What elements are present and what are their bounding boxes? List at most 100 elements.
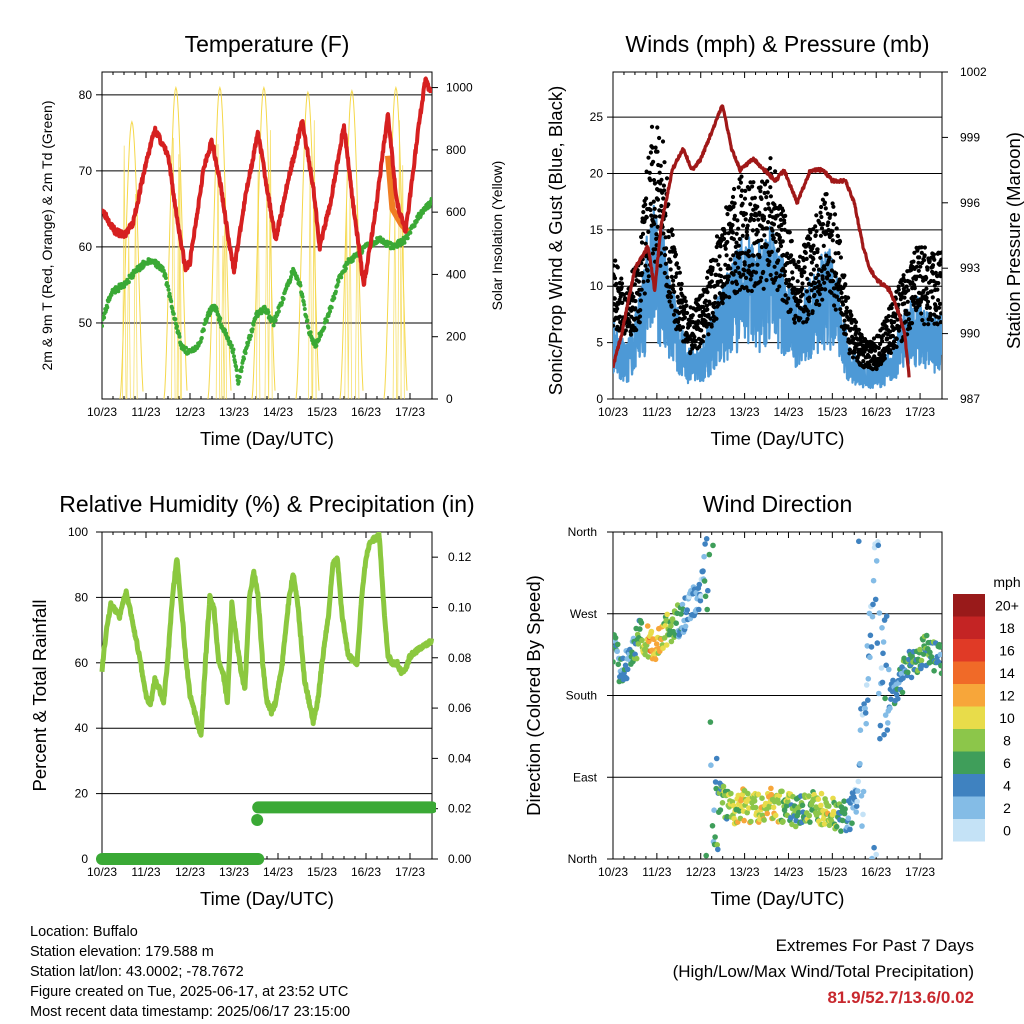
- y-tick-label: 80: [79, 88, 93, 102]
- direction-point: [879, 679, 886, 686]
- direction-point: [876, 610, 883, 616]
- y-tick-label: 0: [81, 852, 88, 866]
- legend-swatch: [953, 706, 985, 729]
- direction-point: [905, 669, 911, 676]
- extremes-box: Extremes For Past 7 Days (High/Low/Max W…: [673, 933, 974, 1011]
- direction-point: [865, 697, 871, 703]
- direction-point: [770, 804, 777, 811]
- direction-point: [931, 668, 937, 674]
- direction-point: [697, 597, 704, 604]
- direction-point: [863, 720, 869, 727]
- direction-point: [706, 551, 713, 558]
- direction-point: [888, 696, 894, 702]
- x-axis-label: Time (Day/UTC): [200, 888, 334, 909]
- direction-point: [861, 701, 867, 707]
- x-tick-label: 14/23: [773, 405, 803, 419]
- humidity-precip-panel: 10/23 11/23 12/23 13/23 14/23 15/23 16/23 17/23…: [29, 491, 475, 909]
- direction-point: [623, 675, 630, 682]
- direction-point: [643, 647, 649, 653]
- direction-point: [883, 613, 890, 619]
- direction-point: [776, 800, 782, 806]
- direction-point: [863, 682, 870, 688]
- y2-tick-label: 800: [446, 143, 466, 157]
- direction-point: [849, 820, 855, 826]
- legend-label: 10: [999, 710, 1015, 726]
- direction-point: [761, 817, 767, 823]
- y2-tick-label: 0.04: [448, 751, 472, 765]
- chart-title: Relative Humidity (%) & Precipitation (i…: [59, 491, 474, 517]
- direction-point: [682, 623, 689, 630]
- y-tick-label: North: [568, 525, 597, 539]
- direction-point: [855, 778, 862, 785]
- direction-point: [702, 541, 708, 547]
- direction-point: [668, 623, 674, 629]
- direction-point: [709, 823, 716, 829]
- direction-point: [878, 665, 885, 671]
- y-tick-label: 40: [75, 721, 89, 735]
- direction-point: [873, 558, 880, 564]
- direction-point: [704, 606, 710, 613]
- direction-point: [783, 803, 790, 809]
- direction-point: [613, 659, 616, 665]
- direction-point: [867, 632, 874, 639]
- direction-point: [920, 651, 927, 657]
- direction-point: [648, 628, 655, 635]
- direction-point: [711, 807, 717, 813]
- direction-point: [799, 802, 806, 809]
- y2-tick-label: 1000: [446, 81, 473, 95]
- direction-point: [720, 783, 727, 790]
- direction-point: [717, 807, 724, 813]
- direction-point: [856, 538, 862, 545]
- direction-point: [917, 646, 923, 653]
- direction-point: [646, 638, 652, 645]
- direction-point: [653, 641, 660, 647]
- direction-point: [838, 828, 844, 834]
- direction-point: [741, 817, 747, 824]
- direction-point: [620, 655, 626, 662]
- direction-point: [785, 798, 791, 805]
- direction-point: [714, 842, 720, 848]
- pressure-line: [613, 104, 911, 378]
- direction-point: [855, 788, 861, 794]
- y-tick-label: 60: [75, 656, 89, 670]
- chart-title: Temperature (F): [185, 31, 350, 57]
- direction-point: [818, 802, 824, 809]
- relative-humidity-line: [99, 532, 435, 738]
- y-tick-label: 15: [590, 223, 604, 237]
- extremes-subtitle: (High/Low/Max Wind/Total Precipitation): [672, 962, 974, 981]
- direction-point: [635, 641, 642, 647]
- direction-point: [746, 805, 752, 811]
- y2-tick-label: 0: [446, 392, 453, 406]
- x-tick-label: 17/23: [905, 865, 935, 879]
- direction-point: [882, 712, 889, 718]
- direction-point: [872, 596, 879, 603]
- direction-point: [715, 846, 721, 853]
- direction-point: [712, 834, 718, 840]
- direction-point: [826, 803, 832, 809]
- direction-point: [876, 690, 882, 697]
- direction-point: [755, 791, 762, 798]
- direction-point: [884, 727, 891, 733]
- direction-point: [759, 795, 765, 801]
- legend-label: 16: [999, 642, 1015, 658]
- direction-point: [668, 638, 675, 645]
- x-axis-label: Time (Day/UTC): [711, 888, 845, 909]
- temperature-plot-area: [102, 76, 432, 399]
- direction-point: [632, 651, 638, 658]
- station-location: Location: Buffalo: [30, 924, 138, 940]
- legend-swatch: [953, 616, 985, 639]
- legend-swatch: [953, 729, 985, 752]
- direction-point: [701, 578, 708, 584]
- legend-swatch: [953, 684, 985, 707]
- direction-point: [937, 644, 942, 650]
- direction-point: [638, 620, 645, 626]
- x-tick-label: 10/23: [598, 865, 628, 879]
- y-axis-label: 2m & 9m T (Red, Orange) & 2m Td (Green): [39, 101, 55, 371]
- legend-label: 12: [999, 687, 1015, 703]
- direction-point: [867, 654, 873, 661]
- x-tick-label: 10/23: [598, 405, 628, 419]
- direction-point: [781, 807, 788, 813]
- legend-label: 18: [999, 620, 1015, 636]
- legend-title: mph: [993, 574, 1020, 590]
- x-tick-label: 15/23: [817, 865, 847, 879]
